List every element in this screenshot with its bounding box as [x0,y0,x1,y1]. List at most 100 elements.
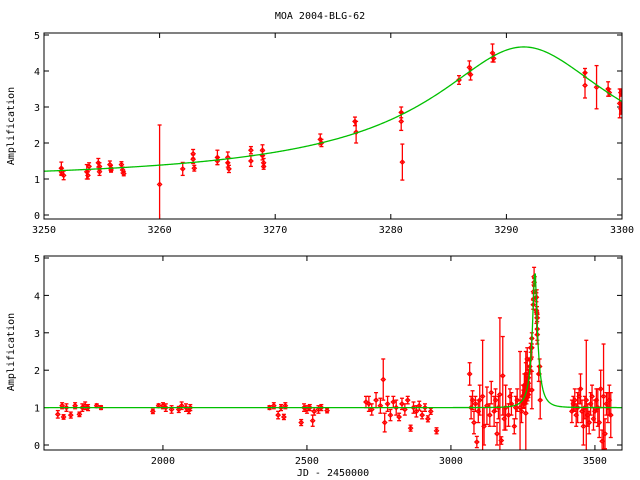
x-axis-label: JD - 2450000 [297,468,369,479]
data-point [384,395,391,412]
data-marker [86,163,93,170]
full-lightcurve-panel: 2000 2500 3000 3500 0 1 2 3 4 5 [34,254,623,467]
data-point [499,335,506,416]
data-marker [522,410,529,417]
data-marker [149,408,156,415]
data-marker [583,397,590,404]
data-point [508,391,515,416]
data-point [407,424,414,432]
data-point [522,350,529,450]
data-marker [275,412,282,418]
data-point [476,384,483,416]
data-marker [596,419,603,426]
data-marker [260,163,267,170]
x-tick-label: 3500 [583,456,607,467]
x-tick-label: 3280 [379,225,403,236]
data-point [456,75,462,85]
data-marker [413,408,420,415]
data-marker [582,82,588,89]
x-tick-label: 3250 [32,225,56,236]
data-marker [511,423,518,430]
data-point [607,391,614,439]
data-point [617,102,622,115]
data-marker [190,156,197,163]
y-tick-label: 2 [34,366,40,377]
data-point [484,386,490,426]
data-point [275,410,282,420]
data-marker [496,391,503,398]
data-point [537,380,544,420]
y-tick-label: 3 [34,103,40,114]
data-marker [580,423,587,430]
data-point [311,406,318,416]
data-point [494,421,500,446]
data-marker [492,397,499,404]
y-tick-label: 5 [34,31,40,42]
data-marker [407,425,414,432]
data-marker [373,397,379,404]
data-marker [606,89,613,96]
data-marker [498,437,505,444]
data-marker [488,389,495,396]
y-tick-label: 1 [34,175,40,186]
data-point [511,418,518,435]
data-marker [472,400,479,407]
data-marker [525,391,532,398]
data-marker [481,423,487,430]
data-marker [577,385,584,392]
data-marker [600,393,607,400]
data-point [377,397,384,414]
data-point [401,403,408,416]
data-marker [85,172,91,179]
data-point [496,317,503,450]
data-point [473,435,480,449]
data-marker [473,439,480,445]
data-marker [469,397,476,404]
data-marker [54,411,61,418]
zoom-panel: 3250 3260 3270 3280 3290 3300 0 1 2 3 4 5 [32,31,634,236]
x-tick-label: 3000 [439,456,463,467]
data-marker [456,77,462,83]
data-point [427,407,434,415]
data-marker [427,408,434,415]
data-point [280,413,287,421]
data-marker [466,371,473,377]
data-marker [399,159,406,165]
data-point [60,414,67,420]
y-axis-label-top: Amplification [6,87,17,165]
plot-area [44,266,622,450]
data-marker [602,430,608,437]
data-marker [617,105,622,112]
data-marker [528,335,535,342]
data-marker [433,427,440,434]
data-marker [179,166,186,172]
data-marker [324,407,331,414]
data-point [260,162,267,170]
data-point [381,412,388,433]
data-marker [96,168,103,175]
data-point [298,418,305,427]
data-marker [537,397,544,404]
data-point [606,88,613,97]
data-marker [502,404,509,411]
data-marker [118,161,125,168]
data-marker [309,417,316,424]
data-point [368,403,375,416]
data-point [390,395,397,409]
data-point [67,411,74,419]
data-marker [280,414,287,420]
data-point [85,171,91,180]
data-marker [476,397,483,404]
y-tick-label: 2 [34,139,40,150]
data-marker [617,89,622,96]
data-marker [191,165,198,172]
data-point [593,64,600,110]
data-marker [60,172,67,179]
y-axis-label-bottom: Amplification [6,313,17,391]
data-marker [607,412,614,418]
model-curve [44,273,622,409]
data-marker [419,412,426,418]
data-marker [387,412,394,418]
data-point [120,170,127,177]
y-tick-label: 5 [34,254,40,265]
